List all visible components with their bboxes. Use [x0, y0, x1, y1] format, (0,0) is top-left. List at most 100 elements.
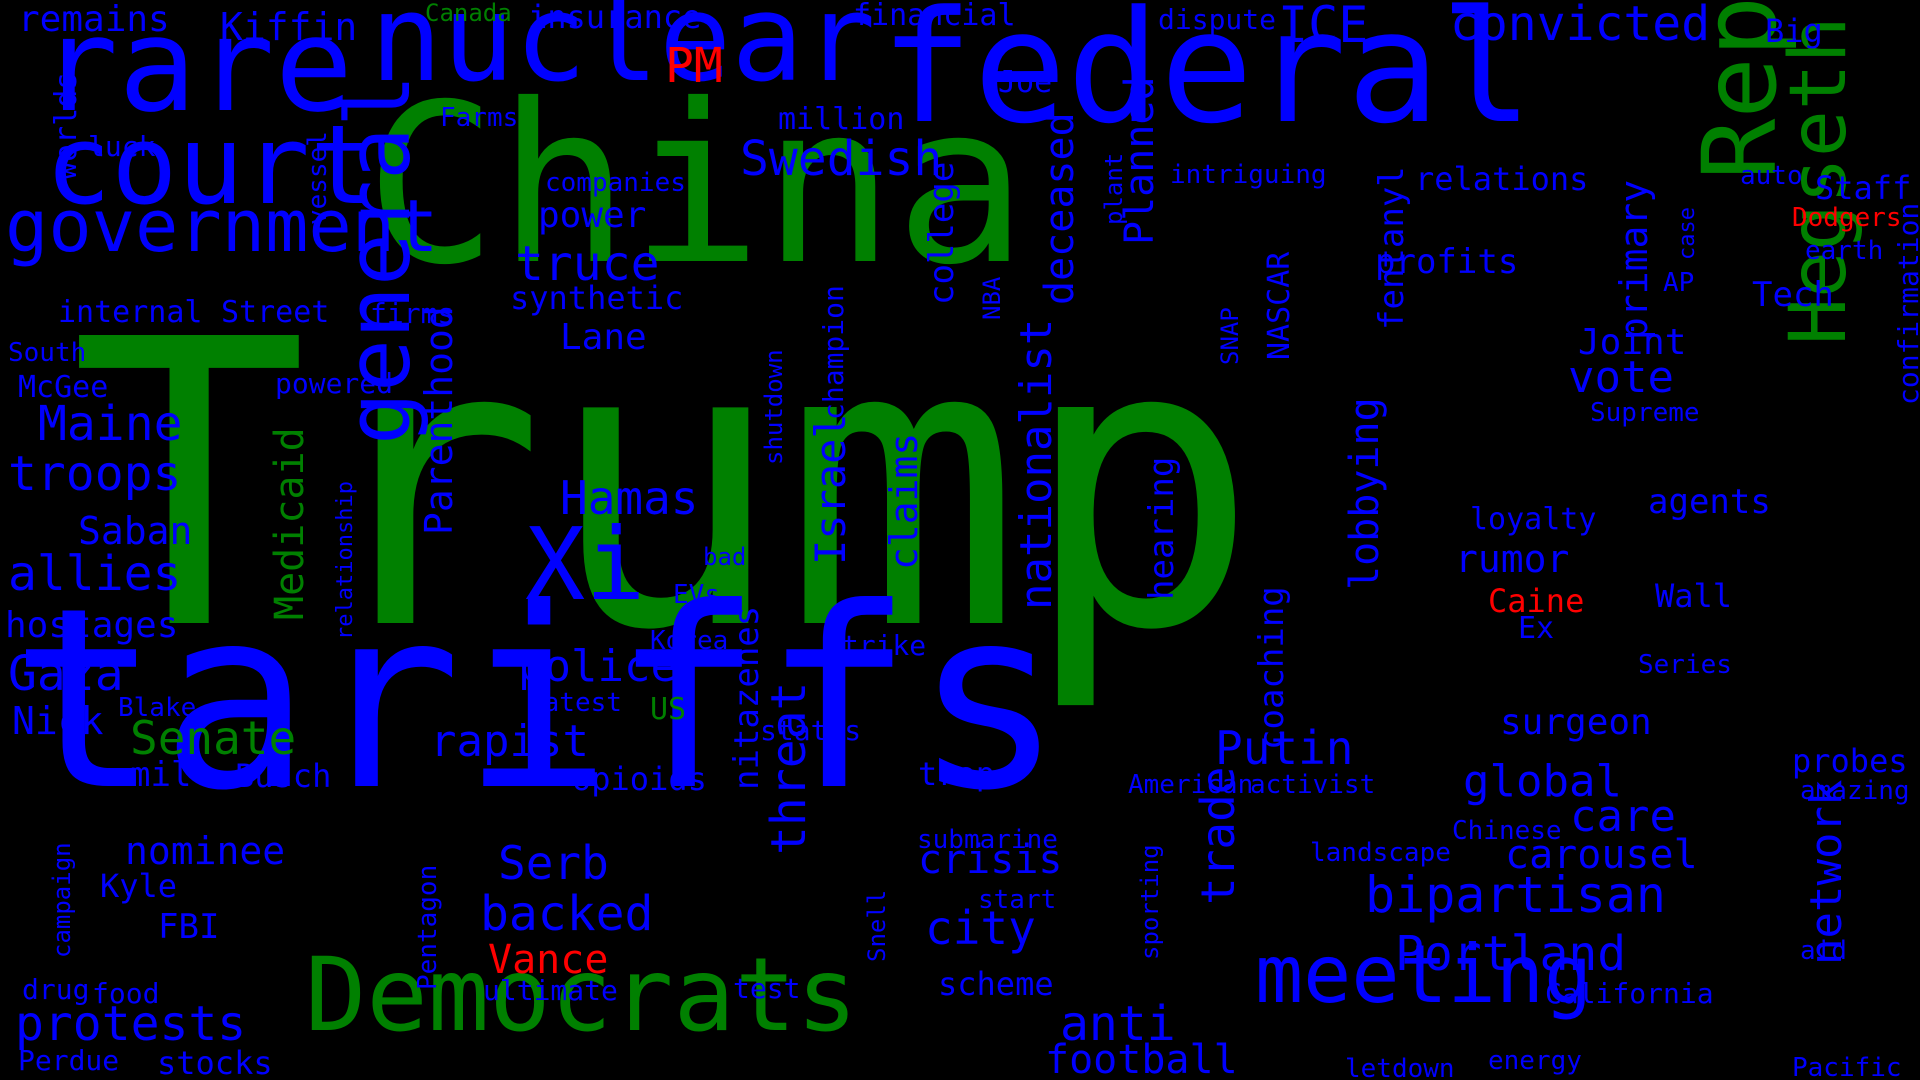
- cloud-word-israel: Israel: [806, 413, 855, 565]
- cloud-word-drug: drug: [22, 973, 90, 1006]
- cloud-word-dodgers: Dodgers: [1792, 203, 1902, 233]
- cloud-word-pacific: Pacific: [1792, 1053, 1902, 1080]
- cloud-word-government: government: [5, 184, 439, 268]
- cloud-word-hamas: Hamas: [560, 471, 699, 525]
- cloud-word-food: food: [92, 977, 160, 1010]
- cloud-word-troops: troops: [8, 446, 182, 502]
- cloud-word-college: college: [922, 161, 962, 305]
- cloud-word-canada: Canada: [425, 0, 512, 27]
- cloud-word-landscape: landscape: [1310, 838, 1451, 868]
- cloud-word-busch: Busch: [235, 757, 332, 795]
- cloud-word-dispute: dispute: [1158, 3, 1277, 36]
- cloud-word-medicaid: Medicaid: [267, 427, 313, 620]
- cloud-word-american: American: [1128, 770, 1254, 800]
- cloud-word-stocks: stocks: [157, 1044, 273, 1080]
- cloud-word-portland: Portland: [1395, 926, 1627, 982]
- cloud-word-trump: Trump: [70, 257, 1260, 717]
- cloud-word-plant: plant: [1100, 152, 1128, 225]
- cloud-word-snap: SNAP: [1216, 307, 1244, 365]
- cloud-word-insurance: insurance: [528, 0, 702, 36]
- cloud-word-ap: AP: [1663, 268, 1695, 298]
- cloud-word-tech: Tech: [1752, 275, 1834, 315]
- cloud-word-staff: Staff: [1815, 169, 1912, 207]
- cloud-word-loyalty: loyalty: [1470, 502, 1597, 537]
- cloud-word-farms: Farms: [440, 103, 519, 133]
- cloud-word-convicted: convicted: [1450, 0, 1711, 52]
- cloud-word-shutdown: shutdown: [760, 349, 788, 465]
- cloud-word-mcgee: McGee: [18, 370, 109, 405]
- cloud-word-rapist: rapist: [430, 716, 589, 767]
- cloud-word-champion: champion: [817, 285, 850, 420]
- cloud-word-agents: agents: [1648, 482, 1771, 522]
- cloud-word-meeting: meeting: [1255, 928, 1593, 1021]
- cloud-word-backed: backed: [480, 886, 654, 942]
- cloud-word-supreme: Supreme: [1590, 398, 1700, 428]
- cloud-word-probes: probes: [1792, 742, 1908, 780]
- cloud-word-intriguing: intriguing: [1170, 160, 1327, 190]
- cloud-word-crisis: crisis: [918, 837, 1063, 883]
- cloud-word-relationship: relationship: [333, 481, 358, 640]
- cloud-word-carousel: carousel: [1505, 832, 1698, 878]
- cloud-word-fbi: FBI: [158, 907, 220, 947]
- cloud-word-activist: activist: [1250, 770, 1376, 800]
- cloud-word-rare: rare: [40, 0, 354, 141]
- cloud-word-worlds: worlds: [49, 71, 84, 180]
- cloud-word-senate: Senate: [130, 711, 297, 765]
- cloud-word-latest: latest: [528, 688, 622, 718]
- cloud-word-swedish: Swedish: [740, 131, 943, 187]
- cloud-word-bad: bad: [703, 543, 747, 571]
- cloud-word-lobbying: lobbying: [1342, 397, 1388, 590]
- cloud-word-opioids: opioids: [572, 760, 707, 798]
- cloud-word-hearing: hearing: [1142, 456, 1182, 600]
- cloud-word-energy: energy: [1488, 1046, 1582, 1076]
- cloud-word-snell: Snell: [863, 889, 891, 962]
- cloud-word-synthetic: synthetic: [510, 279, 684, 317]
- cloud-word-police: police: [518, 641, 677, 692]
- cloud-word-financial: financial: [853, 0, 1016, 33]
- cloud-word-parenthood: Parenthood: [417, 306, 461, 535]
- cloud-word-internal: internal: [58, 295, 203, 330]
- cloud-word-strike: strike: [825, 629, 927, 662]
- cloud-word-bipartisan: bipartisan: [1365, 866, 1667, 924]
- cloud-word-case: case: [1675, 207, 1700, 260]
- cloud-word-relations: relations: [1415, 160, 1589, 198]
- cloud-word-football: football: [1045, 1037, 1238, 1080]
- cloud-word-joint: Joint: [1578, 322, 1687, 363]
- cloud-word-series: Series: [1638, 650, 1732, 680]
- cloud-word-nick: Nick: [12, 699, 104, 743]
- cloud-word-campaign: campaign: [48, 842, 76, 958]
- cloud-word-california: California: [1545, 977, 1714, 1010]
- cloud-word-big: Big: [1765, 12, 1823, 50]
- cloud-word-luck: luck: [88, 130, 156, 163]
- cloud-word-blake: Blake: [118, 693, 197, 723]
- cloud-word-test: test: [733, 972, 801, 1005]
- cloud-word-caine: Caine: [1488, 582, 1585, 620]
- cloud-word-nationalist: nationalist: [1011, 318, 1062, 610]
- cloud-word-amazing: amazing: [1800, 776, 1910, 806]
- cloud-word-nominee: nominee: [125, 829, 286, 873]
- cloud-word-korea: Korea: [650, 626, 729, 656]
- cloud-word-xi: Xi: [525, 506, 646, 623]
- cloud-word-saban: Saban: [78, 509, 193, 553]
- cloud-word-china: China: [365, 57, 1028, 313]
- cloud-word-care: care: [1570, 791, 1676, 842]
- cloud-word-remains: remains: [18, 0, 170, 40]
- cloud-word-kiffin: Kiffin: [220, 5, 358, 49]
- cloud-word-vote: vote: [1568, 352, 1674, 403]
- cloud-word-joe: Joe: [998, 65, 1053, 100]
- cloud-word-us: US: [650, 692, 687, 727]
- cloud-word-protests: protests: [15, 996, 247, 1052]
- cloud-word-tariffs: tariffs: [10, 554, 1064, 845]
- cloud-word-chinese: Chinese: [1452, 816, 1562, 846]
- cloud-word-street: Street: [221, 295, 330, 330]
- cloud-word-maine: Maine: [38, 396, 183, 452]
- cloud-word-sporting: sporting: [1136, 844, 1164, 960]
- cloud-word-earth: earth: [1805, 236, 1884, 266]
- cloud-word-lane: Lane: [560, 317, 647, 358]
- cloud-word-putin: Putin: [1215, 721, 1354, 775]
- cloud-word-primary: primary: [1612, 179, 1656, 340]
- cloud-word-ice: ICE: [1278, 0, 1369, 54]
- cloud-word-serb: Serb: [498, 836, 609, 890]
- cloud-word-gaza: Gaza: [8, 646, 124, 702]
